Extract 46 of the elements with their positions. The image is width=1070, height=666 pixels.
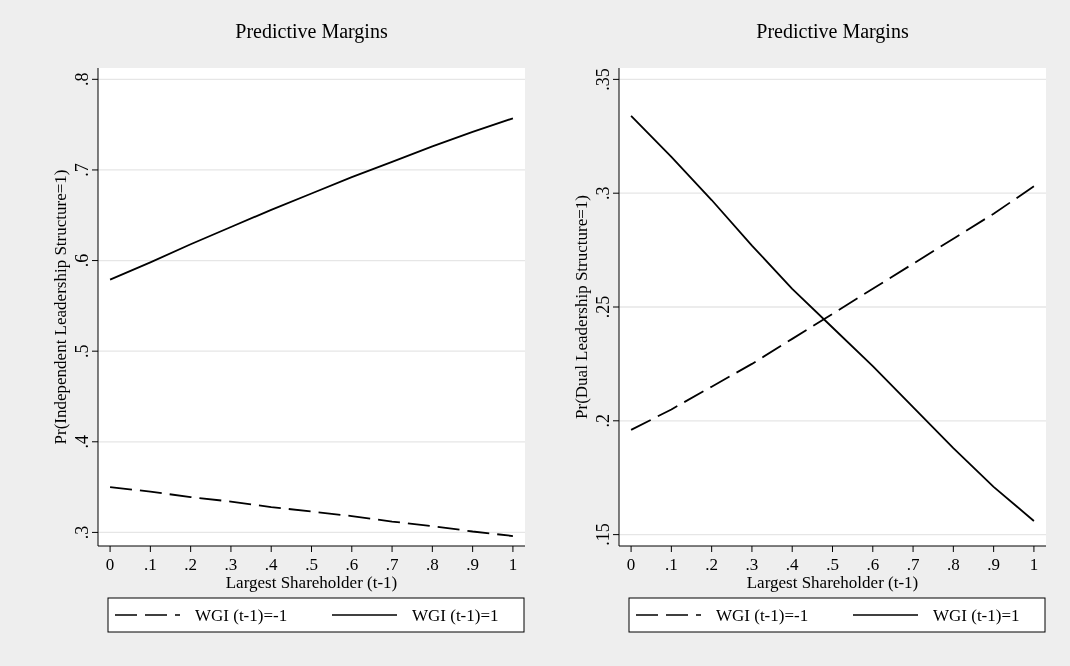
y-tick-label: .6 bbox=[72, 253, 92, 268]
legend-label: WGI (t-1)=1 bbox=[933, 606, 1020, 625]
x-tick-label: .6 bbox=[345, 555, 359, 574]
x-tick-label: 0 bbox=[626, 555, 636, 574]
y-tick-label: .3 bbox=[72, 525, 92, 540]
x-tick-label: .1 bbox=[664, 555, 678, 574]
x-tick-label: .2 bbox=[705, 555, 719, 574]
y-axis-title: Pr(Dual Leadership Structure=1) bbox=[572, 195, 591, 419]
line-series bbox=[109, 117, 514, 281]
y-tick-label: .2 bbox=[593, 414, 613, 428]
y-tick-label: .35 bbox=[593, 68, 613, 91]
y-tick-label: .15 bbox=[593, 523, 613, 546]
legend-label: WGI (t-1)=-1 bbox=[716, 606, 809, 625]
x-tick-label: .5 bbox=[305, 555, 318, 574]
x-tick-label: .2 bbox=[184, 555, 198, 574]
x-tick-label: 0 bbox=[105, 555, 115, 574]
legend-label: WGI (t-1)=1 bbox=[412, 606, 499, 625]
y-tick-label: .7 bbox=[72, 163, 92, 177]
x-tick-label: .8 bbox=[425, 555, 439, 574]
x-tick-label: .6 bbox=[866, 555, 880, 574]
x-axis-title: Largest Shareholder (t-1) bbox=[746, 573, 919, 592]
x-tick-label: .3 bbox=[224, 555, 238, 574]
x-axis-title: Largest Shareholder (t-1) bbox=[225, 573, 398, 592]
chart-title: Predictive Margins bbox=[235, 20, 388, 43]
y-axis-title: Pr(Independent Leadership Structure=1) bbox=[51, 169, 70, 445]
x-tick-label: .8 bbox=[946, 555, 960, 574]
line-series bbox=[109, 486, 514, 537]
legend-label: WGI (t-1)=-1 bbox=[195, 606, 288, 625]
x-tick-label: .9 bbox=[466, 555, 480, 574]
y-tick-label: .5 bbox=[72, 344, 92, 358]
x-tick-label: .1 bbox=[143, 555, 157, 574]
x-tick-label: .7 bbox=[385, 555, 399, 574]
x-tick-label: 1 bbox=[508, 555, 518, 574]
chart-title: Predictive Margins bbox=[756, 20, 909, 43]
line-series bbox=[630, 114, 1035, 522]
x-tick-label: 1 bbox=[1029, 555, 1039, 574]
x-tick-label: .3 bbox=[745, 555, 759, 574]
y-tick-label: .4 bbox=[72, 435, 92, 449]
x-tick-label: .4 bbox=[785, 555, 800, 574]
x-tick-label: .9 bbox=[987, 555, 1001, 574]
x-tick-label: .5 bbox=[826, 555, 839, 574]
x-tick-label: .7 bbox=[906, 555, 920, 574]
y-tick-label: .3 bbox=[593, 186, 613, 200]
y-tick-label: .8 bbox=[72, 72, 92, 87]
x-tick-label: .4 bbox=[264, 555, 279, 574]
y-tick-label: .25 bbox=[593, 295, 613, 319]
